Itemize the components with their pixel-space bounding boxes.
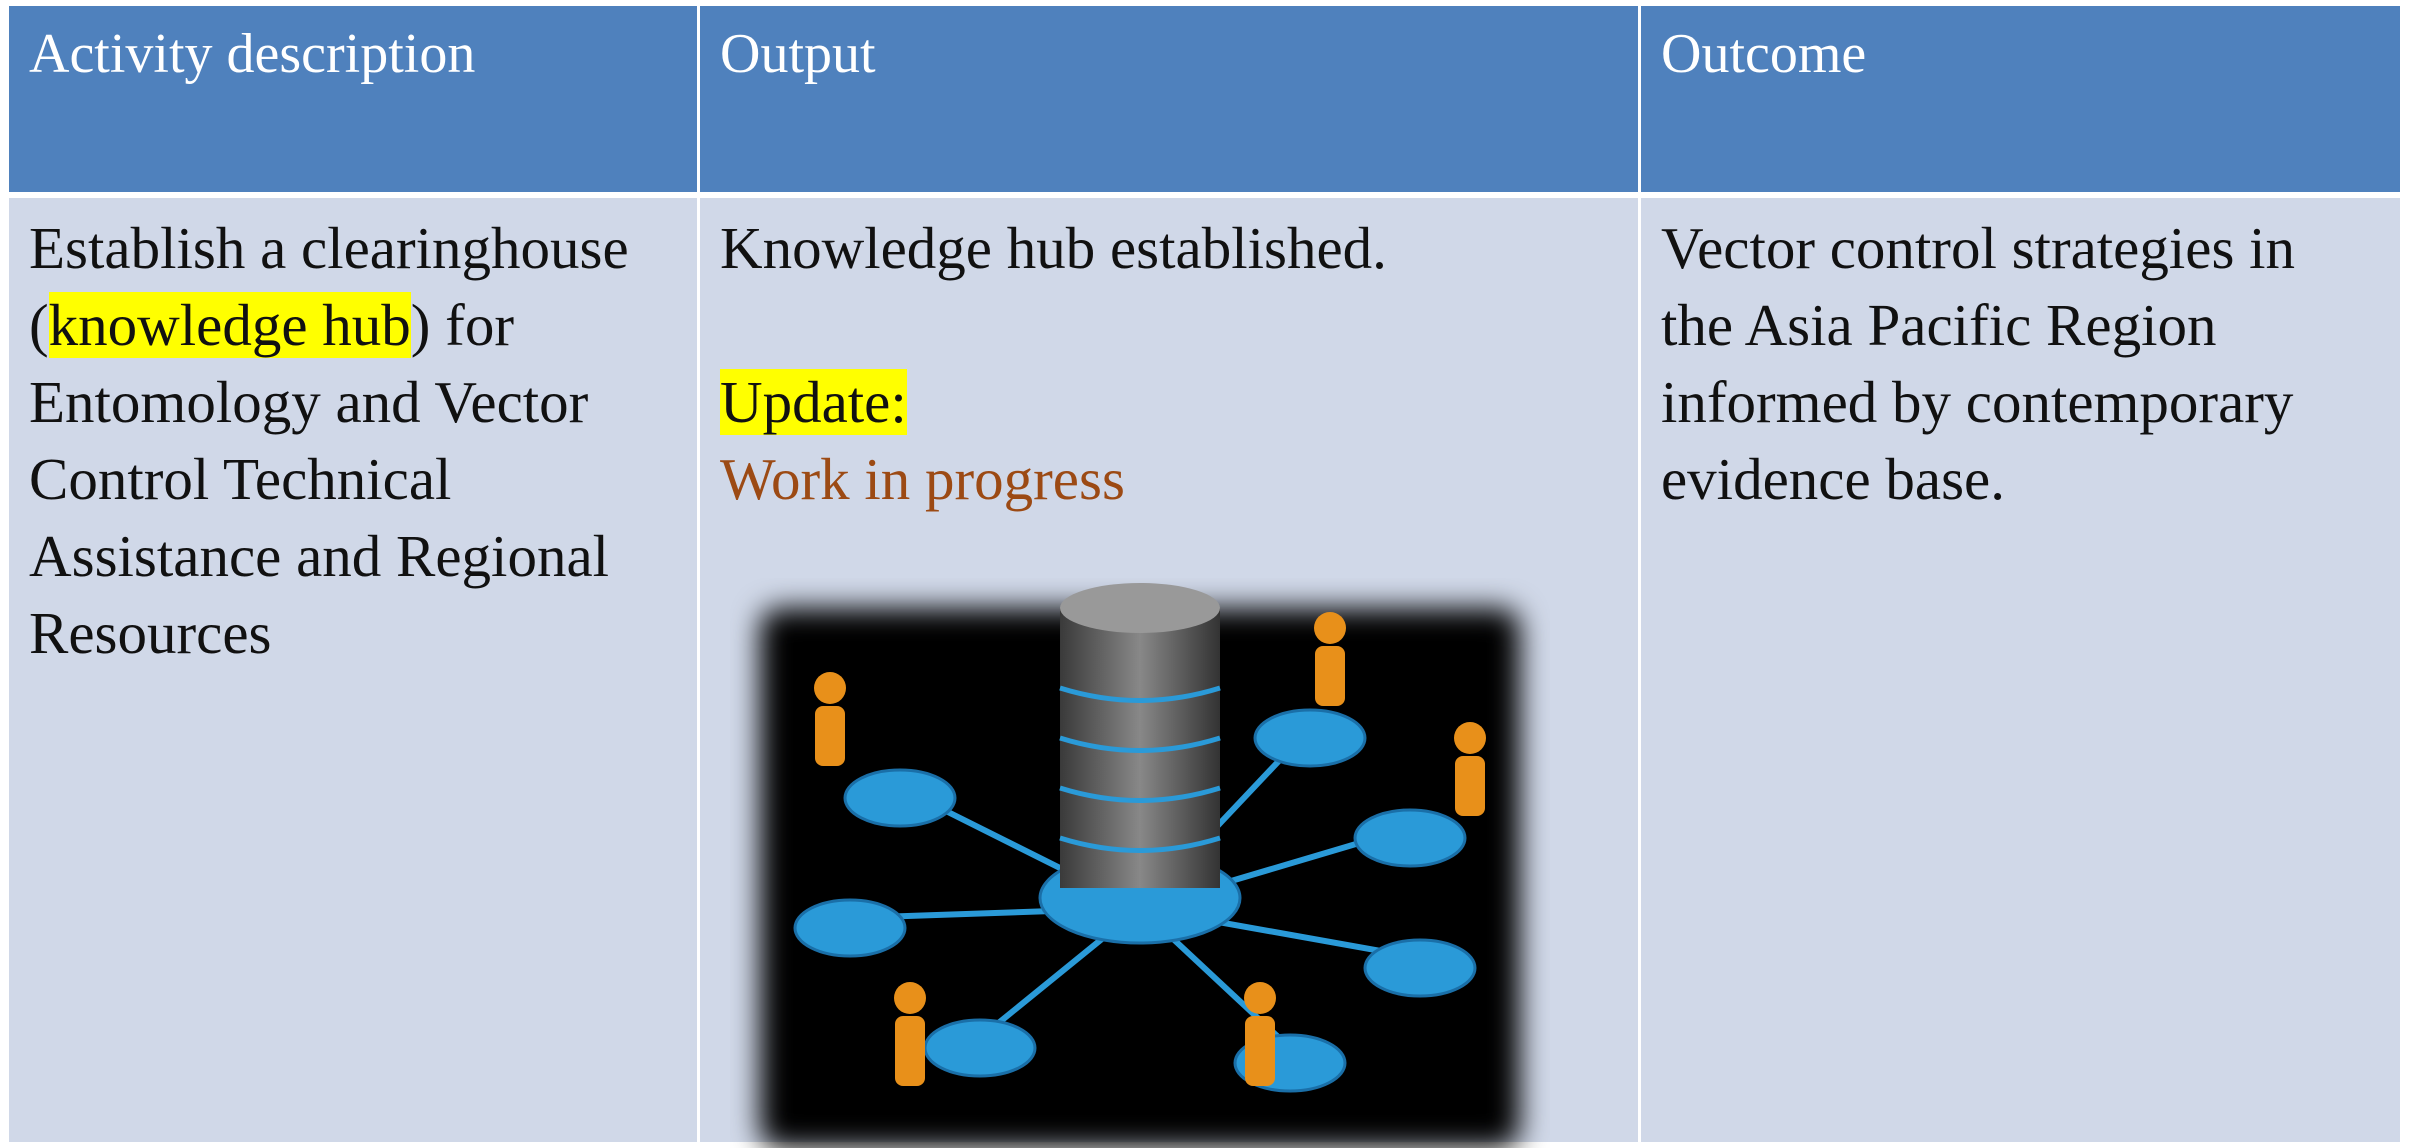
header-text: Output — [720, 23, 876, 85]
header-cell: Activity description — [9, 6, 697, 192]
outcome-cell: Vector control strategies in the Asia Pa… — [1641, 198, 2400, 1142]
hub-illustration — [760, 583, 1520, 1148]
header-cell: Output — [700, 6, 1638, 192]
output-text: Knowledge hub established. — [720, 215, 1387, 281]
update-text: Work in progress — [720, 446, 1125, 512]
update-label: Update: — [720, 369, 907, 435]
header-cell: Outcome — [1641, 6, 2400, 192]
header-text: Activity description — [29, 23, 476, 85]
header-text: Outcome — [1661, 23, 1867, 85]
activity-cell: Establish a clearinghouse (knowledge hub… — [9, 198, 697, 1142]
outcome-text: Vector control strategies in the Asia Pa… — [1661, 215, 2296, 512]
activity-text: ) for Entomology and Vector Control Tech… — [29, 292, 610, 666]
output-cell: Knowledge hub established. Update: Work … — [700, 198, 1638, 1148]
highlight: knowledge hub — [48, 292, 411, 358]
activity-text: Establish a clearinghouse ( — [29, 215, 629, 358]
